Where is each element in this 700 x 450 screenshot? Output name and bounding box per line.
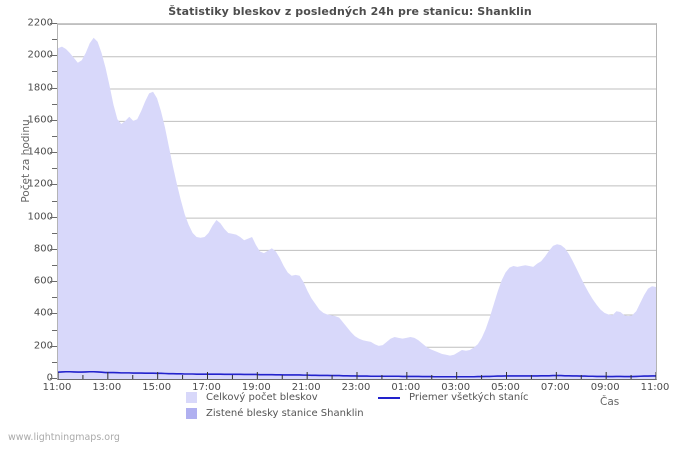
plot-svg [58, 24, 656, 379]
y-minor-tick [52, 200, 57, 202]
source-watermark: www.lightningmaps.org [8, 432, 120, 443]
x-tick-label: 05:00 [491, 382, 520, 393]
y-major-tick [50, 152, 57, 154]
y-major-tick [50, 313, 57, 315]
y-tick-label: 1600 [27, 114, 53, 126]
x-tick-label: 13:00 [92, 382, 122, 393]
x-tick-label: 11:00 [42, 382, 72, 393]
y-major-tick [50, 55, 57, 57]
y-minor-tick [52, 135, 57, 137]
legend-label-total: Celkový počet bleskov [206, 392, 318, 403]
y-tick-label: 200 [33, 340, 53, 352]
y-tick-label: 0 [5, 373, 53, 384]
x-tick-label: 07:00 [540, 382, 570, 393]
y-tick-label: 1800 [27, 82, 53, 94]
x-tick-label: 19:00 [241, 382, 271, 393]
y-tick-label: 1000 [27, 211, 53, 223]
y-axis-tick-labels: 0 200 400 600 800 1000 1200 1400 1600 1800 2000 220… [0, 0, 57, 450]
y-minor-tick [52, 297, 57, 299]
legend-item-total: Celkový počet bleskov [186, 392, 318, 403]
legend-label-average: Priemer všetkých staníc [409, 392, 529, 403]
y-major-tick [50, 345, 57, 347]
y-tick-label: 600 [33, 275, 53, 287]
y-tick-label: 2000 [27, 49, 53, 61]
y-tick-label: 1200 [27, 178, 53, 190]
y-major-tick [50, 184, 57, 186]
series-area-total [58, 37, 656, 379]
y-major-tick [50, 216, 57, 218]
x-tick-label: 23:00 [341, 382, 371, 393]
legend-swatch-station-icon [186, 408, 197, 419]
y-tick-label: 400 [33, 307, 53, 319]
plot-area [57, 23, 657, 380]
x-tick-label: 01:00 [391, 382, 421, 393]
y-major-tick [50, 378, 57, 379]
y-minor-tick [52, 71, 57, 73]
y-tick-label: 800 [33, 243, 53, 255]
x-tick-label: 17:00 [192, 382, 221, 393]
y-minor-tick [52, 103, 57, 105]
y-major-tick [50, 23, 57, 24]
y-major-tick [50, 119, 57, 121]
x-tick-label: 11:00 [640, 382, 670, 393]
y-tick-label: 1400 [27, 146, 53, 158]
y-minor-tick [52, 232, 57, 234]
y-minor-tick [52, 265, 57, 267]
legend-label-station: Zistené blesky stanice Shanklin [206, 408, 364, 419]
x-tick-label: 15:00 [142, 382, 172, 393]
chart-title: Štatistiky bleskov z posledných 24h pre … [168, 5, 532, 18]
y-major-tick [50, 87, 57, 89]
y-minor-tick [52, 361, 57, 363]
legend-line-average-icon [378, 396, 400, 399]
y-axis-label: Počet za hodinu [20, 119, 32, 203]
legend-swatch-total-icon [186, 392, 197, 403]
x-tick-label: 03:00 [441, 382, 471, 393]
chart-legend: Celkový počet bleskov Zistené blesky sta… [0, 392, 700, 426]
legend-item-station: Zistené blesky stanice Shanklin [186, 408, 364, 419]
y-major-tick [50, 248, 57, 250]
x-axis-label: Čas [600, 396, 620, 408]
y-major-tick [50, 281, 57, 283]
y-minor-tick [52, 168, 57, 170]
y-tick-label: 2200 [27, 17, 53, 29]
y-minor-tick [52, 329, 57, 331]
y-minor-tick [52, 39, 57, 41]
x-tick-label: 09:00 [590, 382, 620, 393]
legend-item-average: Priemer všetkých staníc [378, 392, 529, 403]
x-axis-tick-marks [58, 372, 656, 379]
x-tick-label: 21:00 [291, 382, 321, 393]
